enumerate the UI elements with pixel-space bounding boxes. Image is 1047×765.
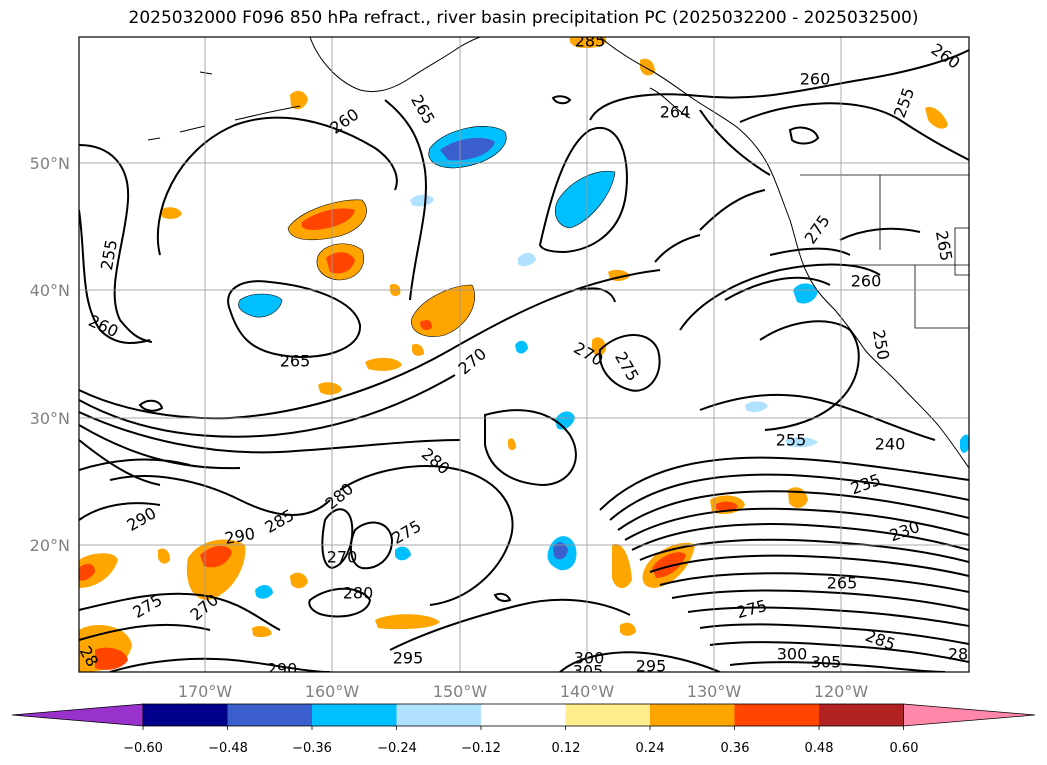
colorbar-tick-label: −0.48	[208, 741, 248, 756]
lon-label: 160°W	[305, 682, 360, 701]
lat-label: 40°N	[30, 281, 70, 300]
contour-label: 265	[827, 574, 858, 593]
colorbar-segment	[396, 704, 481, 726]
contour-label: 295	[636, 657, 667, 676]
contour-label: 285	[575, 32, 606, 51]
political-borders	[800, 174, 969, 329]
colorbar-tick-label: −0.60	[123, 741, 163, 756]
contour-label: 260	[800, 70, 831, 89]
colorbar-segment	[227, 704, 312, 726]
contour-label: 305	[811, 653, 842, 672]
colorbar-segment	[650, 704, 735, 726]
contour-label: 290	[267, 660, 298, 679]
contour-label: 28	[948, 645, 968, 664]
graticule	[79, 37, 969, 672]
colorbar-tick-label: 0.12	[552, 741, 581, 756]
colorbar-tick-label: 0.36	[721, 741, 750, 756]
colorbar-tick-label: −0.36	[292, 741, 332, 756]
colorbar-segment	[481, 704, 566, 726]
contour-label: 300	[574, 649, 605, 668]
chart-title: 2025032000 F096 850 hPa refract., river …	[128, 8, 919, 28]
lon-label: 120°W	[814, 682, 869, 701]
contour-label: 305	[573, 662, 604, 681]
shading-outlines	[238, 126, 616, 337]
refractivity-contours	[79, 49, 969, 672]
contour-label: 265	[280, 352, 311, 371]
lat-label: 50°N	[30, 154, 70, 173]
colorbar-extend-max	[903, 703, 1036, 727]
contour-label: 300	[777, 645, 808, 664]
contour-label: 240	[875, 435, 906, 454]
colorbar-tick-label: −0.24	[377, 741, 417, 756]
contour-label: 295	[393, 649, 424, 668]
plot-frame	[78, 36, 970, 673]
colorbar-tick-label: 0.60	[890, 741, 919, 756]
colorbar-segment	[734, 704, 819, 726]
lat-label: 20°N	[30, 536, 70, 555]
colorbar-tick-label: −0.12	[461, 741, 501, 756]
colorbar-segment	[312, 704, 397, 726]
lon-label: 150°W	[433, 682, 488, 701]
contour-label: 28	[76, 643, 103, 670]
lat-label: 30°N	[30, 409, 70, 428]
colorbar-frame	[142, 703, 904, 727]
lon-label: 170°W	[178, 682, 233, 701]
colorbar-tick-label: 0.24	[636, 741, 665, 756]
latitude-labels: 50°N 40°N 30°N 20°N	[30, 154, 70, 555]
contour-label: 270	[327, 548, 358, 567]
longitude-labels: 170°W 160°W 150°W 140°W 130°W 120°W	[178, 682, 869, 701]
lon-label: 140°W	[560, 682, 615, 701]
colorbar-extend-min	[11, 703, 144, 727]
lon-label: 130°W	[687, 682, 742, 701]
contour-label: 255	[776, 431, 807, 450]
contour-label: 264	[660, 103, 691, 122]
colorbar-segment	[565, 704, 650, 726]
contour-label: 280	[343, 584, 374, 603]
colorbar-tick-label: 0.48	[805, 741, 834, 756]
colorbar-segment	[143, 704, 228, 726]
colorbar-segment	[819, 704, 904, 726]
contour-label: 260	[851, 272, 882, 291]
colorbar	[11, 703, 1036, 730]
colorbar-ticks: −0.60 −0.48 −0.36 −0.24 −0.12 0.12 0.24 …	[123, 741, 918, 756]
